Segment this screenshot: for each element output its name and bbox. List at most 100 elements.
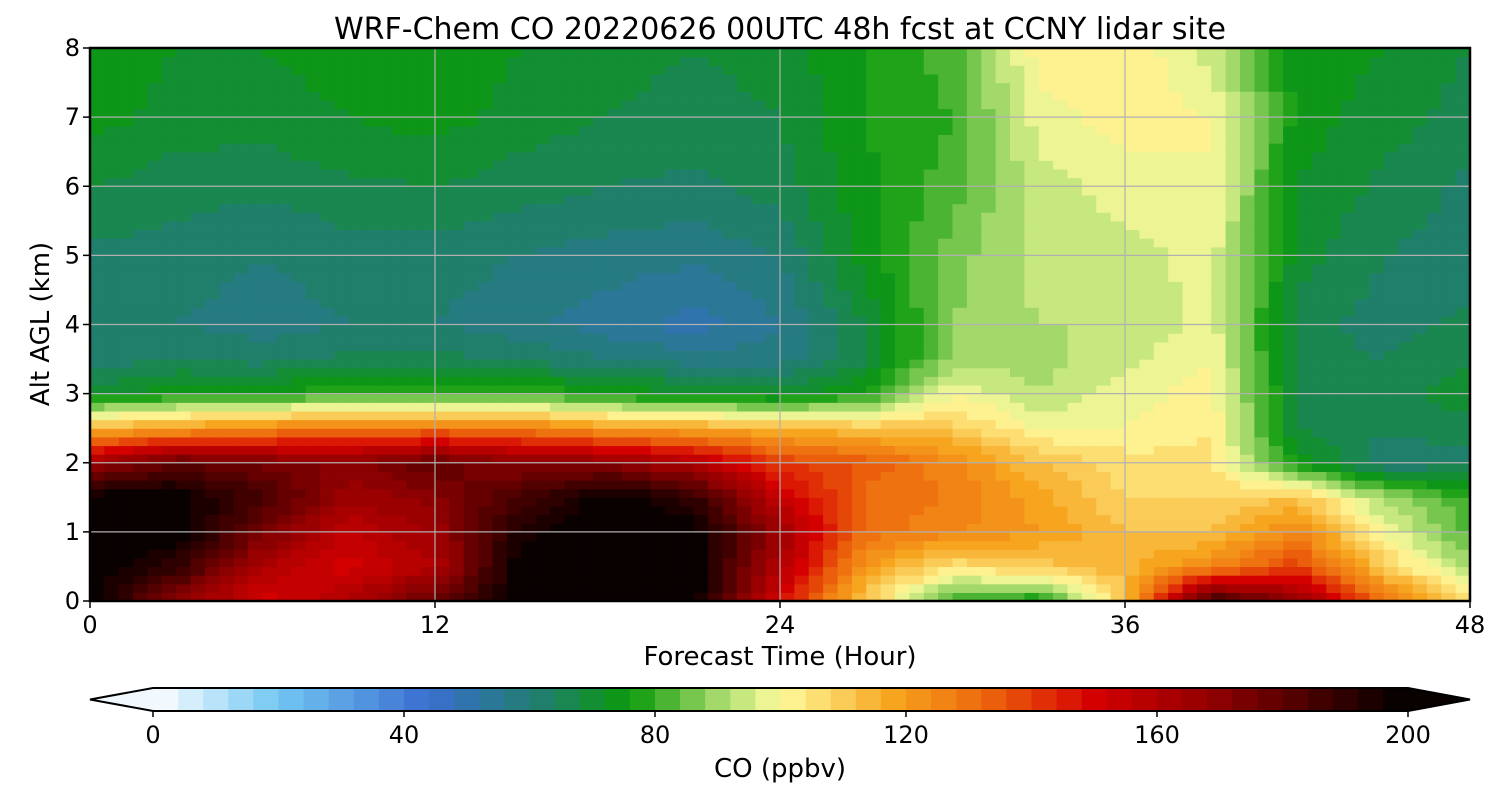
heatmap-cell: [1168, 419, 1184, 429]
heatmap-cell: [276, 419, 292, 429]
heatmap-cell: [1455, 367, 1470, 377]
heatmap-cell: [751, 298, 767, 308]
heatmap-cell: [952, 264, 968, 274]
heatmap-cell: [118, 289, 134, 300]
heatmap-cell: [90, 445, 105, 455]
heatmap-cell: [909, 393, 925, 403]
heatmap-cell: [1110, 419, 1126, 429]
heatmap-cell: [506, 212, 522, 222]
heatmap-cell: [118, 384, 134, 395]
heatmap-cell: [995, 583, 1011, 593]
heatmap-cell: [1053, 367, 1069, 377]
heatmap-cell: [391, 549, 407, 559]
heatmap-cell: [1412, 462, 1428, 472]
heatmap-cell: [1010, 186, 1025, 196]
heatmap-cell: [693, 531, 709, 542]
heatmap-cell: [348, 272, 364, 282]
heatmap-cell: [966, 583, 982, 593]
heatmap-cell: [1125, 428, 1140, 438]
heatmap-cell: [837, 324, 853, 334]
heatmap-cell: [736, 333, 752, 343]
heatmap-cell: [1182, 168, 1198, 179]
heatmap-cell: [938, 341, 954, 352]
heatmap-cell: [435, 160, 450, 170]
heatmap-cell: [1168, 514, 1184, 524]
heatmap-cell: [248, 307, 264, 317]
heatmap-cell: [736, 229, 752, 239]
heatmap-cell: [492, 540, 508, 550]
heatmap-cell: [722, 341, 738, 352]
heatmap-cell: [1297, 566, 1313, 576]
heatmap-cell: [1340, 203, 1356, 213]
heatmap-cell: [478, 402, 494, 412]
heatmap-cell: [1369, 471, 1385, 481]
heatmap-cell: [1326, 220, 1342, 231]
heatmap-cell: [1441, 160, 1457, 170]
heatmap-cell: [966, 298, 982, 308]
heatmap-cell: [1096, 177, 1112, 187]
heatmap-cell: [722, 272, 738, 282]
heatmap-cell: [1412, 281, 1428, 291]
heatmap-cell: [1283, 177, 1299, 187]
heatmap-cell: [952, 575, 968, 585]
heatmap-cell: [923, 488, 939, 498]
heatmap-cell: [133, 436, 149, 447]
heatmap-cell: [593, 549, 609, 559]
heatmap-cell: [420, 393, 436, 403]
heatmap-cell: [1211, 497, 1227, 507]
heatmap-cell: [1326, 376, 1342, 386]
heatmap-cell: [449, 376, 465, 386]
heatmap-cell: [751, 592, 767, 601]
heatmap-cell: [1168, 557, 1184, 568]
heatmap-cell: [665, 151, 680, 161]
heatmap-cell: [104, 212, 120, 222]
heatmap-cell: [593, 246, 609, 256]
heatmap-cell: [190, 315, 206, 326]
heatmap-cell: [808, 168, 824, 179]
heatmap-cell: [823, 307, 839, 317]
heatmap-cell: [765, 255, 781, 265]
heatmap-cell: [650, 410, 666, 421]
heatmap-cell: [851, 376, 867, 386]
heatmap-cell: [866, 488, 882, 498]
heatmap-cell: [736, 350, 752, 360]
heatmap-cell: [679, 445, 695, 455]
heatmap-cell: [636, 471, 652, 481]
heatmap-cell: [1110, 531, 1126, 542]
heatmap-cell: [851, 186, 867, 196]
heatmap-cell: [205, 549, 220, 559]
heatmap-cell: [1125, 583, 1140, 593]
heatmap-cell: [363, 341, 379, 352]
heatmap-cell: [276, 540, 292, 550]
heatmap-cell: [1254, 592, 1270, 601]
heatmap-cell: [866, 462, 882, 472]
heatmap-cell: [1225, 229, 1241, 239]
heatmap-cell: [463, 540, 479, 550]
heatmap-cell: [1081, 488, 1097, 498]
heatmap-cell: [880, 583, 896, 593]
heatmap-cell: [463, 384, 479, 395]
heatmap-cell: [205, 341, 220, 352]
heatmap-cell: [435, 341, 450, 352]
heatmap-cell: [1096, 462, 1112, 472]
heatmap-cell: [550, 229, 565, 239]
heatmap-cell: [665, 436, 680, 447]
heatmap-cell: [1355, 298, 1370, 308]
heatmap-cell: [1024, 592, 1040, 601]
heatmap-cell: [406, 220, 422, 231]
heatmap-cell: [794, 505, 810, 516]
heatmap-cell: [1110, 393, 1126, 403]
heatmap-cell: [794, 471, 810, 481]
heatmap-cell: [492, 315, 508, 326]
heatmap-cell: [262, 186, 278, 196]
heatmap-cell: [90, 333, 105, 343]
heatmap-cell: [693, 186, 709, 196]
heatmap-cell: [176, 393, 192, 403]
heatmap-cell: [104, 272, 120, 282]
heatmap-cell: [794, 531, 810, 542]
heatmap-cell: [348, 324, 364, 334]
heatmap-cell: [679, 462, 695, 472]
heatmap-cell: [363, 238, 379, 248]
heatmap-cell: [1311, 471, 1327, 481]
heatmap-cell: [1455, 497, 1470, 507]
